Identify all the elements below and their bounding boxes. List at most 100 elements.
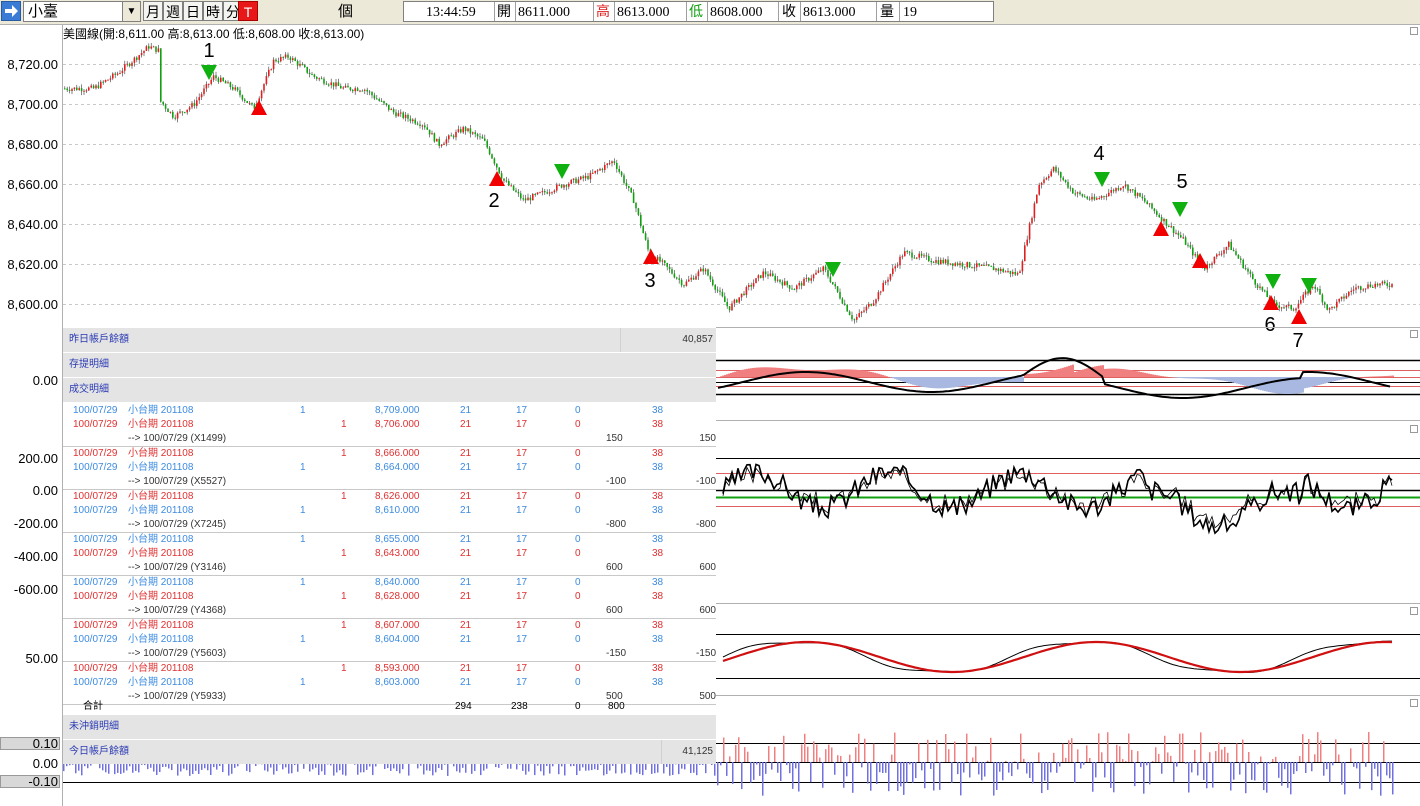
osc1-bar [964,377,966,386]
buy-signal-triangle [1192,253,1208,268]
osc1-bar [1058,368,1060,377]
osc1-bar [838,369,840,377]
candle-body [1151,203,1153,209]
osc1-bar [1334,377,1336,382]
volume-bar [1101,752,1103,762]
candle-body [954,263,956,266]
candle-body [241,95,244,100]
volume-bar [1197,762,1199,776]
candle-body [748,285,750,288]
period-month-button[interactable]: 月 [143,1,163,21]
candle-body [529,197,532,201]
osc1-bar [912,377,914,385]
volume-bar [528,762,530,772]
volume-bar [246,762,248,771]
osc1-bar [956,377,958,388]
osc1-bar [872,372,874,377]
osc1-bar [1150,374,1152,377]
candle-body [1050,171,1052,177]
candle-body [1362,289,1364,291]
candle-body [1216,254,1218,257]
chevron-down-icon[interactable]: ▼ [122,2,140,21]
sell-signal-triangle [825,262,841,277]
candle-body [947,259,949,265]
candle-body [702,268,704,272]
open-value: 8611.000 [518,5,570,20]
volume-bar [1242,739,1244,762]
cell-pl: -100 [606,476,627,487]
candle-body [829,276,832,283]
osc1-bar [858,370,860,377]
cell-total: 600 [699,605,716,616]
osc1-bar [1226,377,1228,382]
period-label: 時 [206,4,220,20]
volume-bar [1206,762,1208,789]
panel-resize-icon[interactable] [1410,425,1418,433]
period-hour-button[interactable]: 時 [203,1,223,21]
deposit-section[interactable]: 存提明細 [63,353,716,377]
candle-body [109,78,112,80]
osc1-bar [924,377,926,388]
period-day-button[interactable]: 日 [183,1,203,21]
volume-bar [1107,732,1109,762]
candle-body [632,192,635,204]
volume-bar [852,762,854,793]
candle-body [668,266,671,270]
osc1-bar [808,370,810,377]
candle-body [467,128,469,132]
candle-body [133,57,136,63]
osc1-bar [1310,377,1312,388]
candle-body [1033,203,1036,219]
osc1-bar [934,377,936,389]
volume-bar [654,762,656,774]
volume-bar [432,762,434,776]
volume-bar [1263,762,1265,791]
candle-body [1235,251,1237,255]
sell-signal-triangle [1301,278,1317,293]
candle-body [1278,305,1280,308]
panel-resize-icon[interactable] [1410,699,1418,707]
period-week-button[interactable]: 週 [163,1,183,21]
product-select[interactable]: 小臺 ▼ [23,1,141,22]
cell-name: --> 100/07/29 (X1499) [128,433,227,444]
osc1-bar [1074,372,1076,377]
candle-body [424,125,426,128]
volume-bar [645,762,647,770]
volume-bar [918,743,920,762]
osc1-bar [906,377,908,383]
candle-body [438,138,440,146]
candle-body [832,282,834,285]
candle-body [318,78,320,80]
candle-body [356,88,359,91]
trade-row: 100/07/29 小台期 201108 1 8,628.000 21 17 0 38 [63,590,716,604]
candle-body [426,127,428,130]
osc1-bar [1016,377,1018,383]
volume-bar [1077,749,1079,762]
candle-body [335,82,337,87]
trades-section[interactable]: 成交明細 [63,378,716,402]
candle-body [750,285,752,287]
candle-body [630,187,632,193]
open-positions-section[interactable]: 未沖銷明細 [63,715,716,739]
cell-sell: 1 [341,419,347,430]
volume-bar [216,762,218,770]
candle-body [1108,192,1110,197]
candle-body [1153,208,1156,212]
candle-body [889,274,892,280]
candle-body [476,134,479,137]
panel-resize-icon[interactable] [1410,330,1418,338]
t-button[interactable]: T [238,1,258,21]
osc1-bar [882,374,884,377]
volume-bar [222,762,224,773]
candle-body [1014,271,1016,275]
osc1-bar [876,373,878,377]
arrow-right-icon[interactable] [1,1,21,21]
panel-resize-icon[interactable] [1410,607,1418,615]
panel-resize-icon[interactable] [1410,27,1418,35]
volume-bar [1377,762,1379,777]
volume-bar [978,762,980,775]
osc1-bar [880,374,882,377]
candle-body [376,98,378,100]
osc1-bar [1268,377,1270,393]
candle-body [788,285,791,289]
